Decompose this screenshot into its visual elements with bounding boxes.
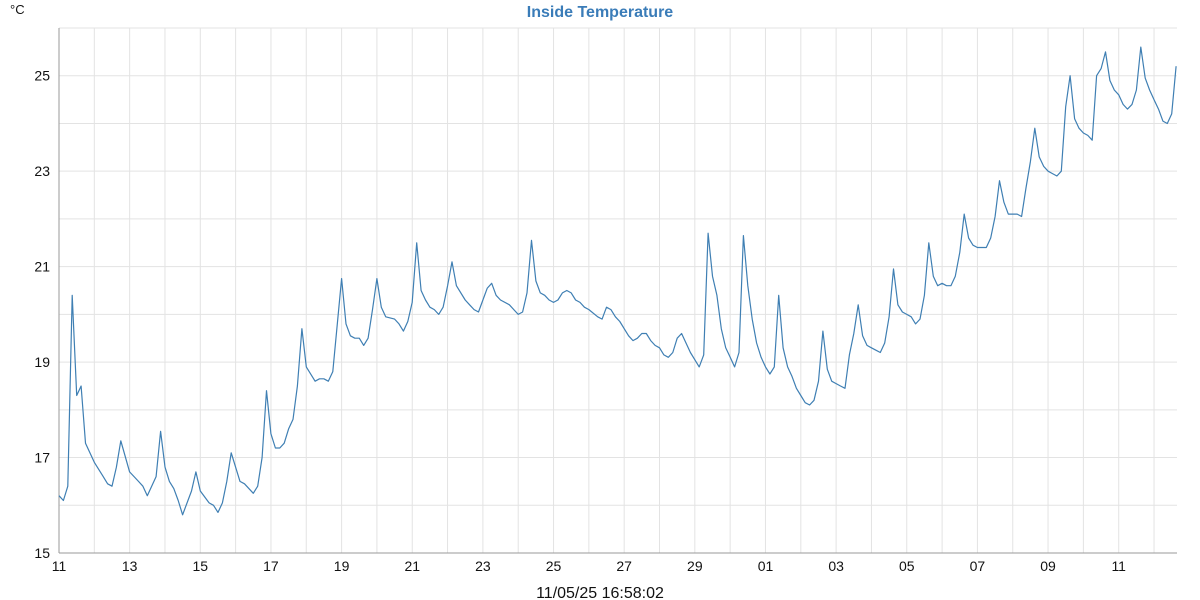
x-tick-label: 17 [263, 558, 279, 574]
axes [58, 28, 1177, 554]
y-tick-label: 25 [34, 68, 50, 84]
x-tick-label: 09 [1040, 558, 1056, 574]
x-tick-label: 05 [899, 558, 915, 574]
x-tick-label: 03 [828, 558, 844, 574]
series-line-inside-temperature [58, 46, 1177, 516]
tick-labels: 15 17 19 21 23 25 11 13 15 17 19 21 23 25 27 29 01 03 05 07… [34, 68, 1126, 574]
series-layer [58, 46, 1177, 516]
x-tick-label: 13 [122, 558, 138, 574]
chart-title: Inside Temperature [527, 4, 674, 21]
y-tick-label: 19 [34, 354, 50, 370]
x-tick-label: 11 [1111, 558, 1126, 574]
timestamp-label: 11/05/25 16:58:02 [536, 585, 664, 600]
x-tick-label: 27 [616, 558, 632, 574]
y-tick-label: 21 [34, 259, 50, 275]
x-tick-label: 19 [334, 558, 350, 574]
x-tick-label: 23 [475, 558, 491, 574]
y-tick-label: 23 [34, 163, 50, 179]
y-axis-unit-label: °C [10, 2, 25, 17]
x-tick-label: 29 [687, 558, 703, 574]
y-tick-label: 17 [34, 450, 50, 466]
x-tick-label: 25 [546, 558, 562, 574]
x-tick-label: 07 [970, 558, 986, 574]
y-tick-label: 15 [34, 545, 50, 561]
x-tick-label: 15 [193, 558, 209, 574]
x-tick-label: 11 [52, 558, 67, 574]
x-tick-label: 21 [404, 558, 420, 574]
x-tick-label: 01 [758, 558, 774, 574]
